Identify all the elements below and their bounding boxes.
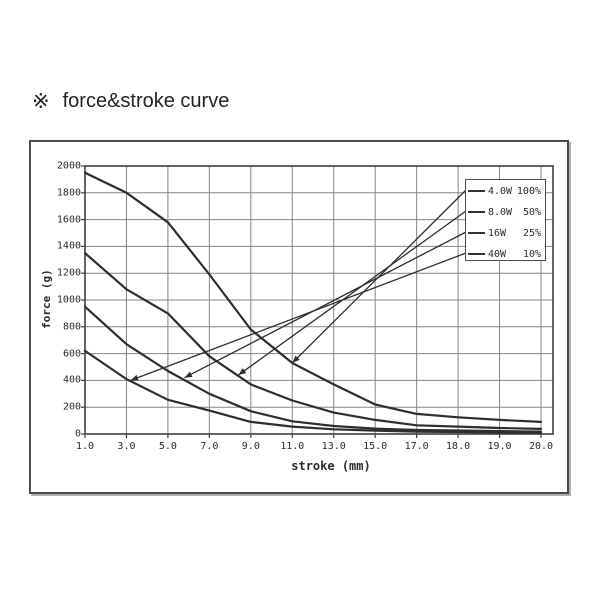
y-axis-tick-label: 600	[62, 348, 81, 360]
arrowhead-icon	[292, 355, 300, 363]
series-line	[83, 349, 543, 434]
series-line	[83, 305, 543, 433]
y-axis-title: force (g)	[40, 269, 53, 329]
x-axis-tick-label: 1.0	[75, 441, 95, 452]
y-axis-tick-label: 200	[62, 401, 81, 413]
legend-line-sample	[468, 232, 485, 234]
legend-line-sample	[468, 190, 485, 192]
y-axis-tick-label: 1200	[56, 267, 81, 279]
arrowhead-icon	[238, 368, 247, 376]
y-axis-tick-label: 1400	[56, 240, 81, 252]
page-title: ※ force&stroke curve	[32, 90, 229, 113]
legend-row: 40W 10%	[468, 246, 541, 262]
legend-pointer-line	[238, 210, 467, 376]
x-axis-tick-label: 3.0	[117, 441, 136, 452]
chart-panel: 1.0 3.0 5.0 7.0 9.0 11.0 13.0 15.0 17.0 18.0 19.0 2…	[29, 140, 569, 494]
series-line	[83, 171, 543, 423]
x-axis-tick-label: 20.0	[528, 441, 554, 452]
y-axis-tick-label: 800	[62, 321, 81, 333]
legend-label: 16W	[488, 227, 507, 239]
x-axis-tick-label: 18.0	[446, 441, 471, 452]
legend-percentage: 25%	[522, 227, 541, 239]
y-axis-tick-label: 400	[62, 374, 81, 386]
legend-row: 16W 25%	[468, 225, 541, 241]
y-axis-tick-label: 2000	[56, 160, 81, 172]
y-axis-tick-label: 1600	[56, 214, 81, 226]
x-axis-tick-label: 19.0	[487, 441, 512, 452]
x-axis-tick-label: 15.0	[363, 441, 388, 452]
arrowhead-icon	[184, 371, 193, 378]
legend-percentage: 100%	[516, 185, 541, 197]
legend-label: 40W	[488, 248, 507, 260]
force-stroke-chart	[81, 165, 554, 438]
legend-percentage: 10%	[522, 248, 541, 260]
arrowhead-icon	[130, 374, 139, 381]
x-axis-tick-label: 7.0	[200, 441, 219, 452]
x-axis-tick-label: 11.0	[280, 441, 305, 452]
x-axis-tick-label: 5.0	[158, 441, 177, 452]
legend-box: 4.0W 100% 8.0W 50% 16W 25% 40W 10%	[465, 179, 546, 261]
legend-label: 4.0W	[488, 185, 513, 197]
legend-line-sample	[468, 253, 485, 255]
y-axis-tick-label: 1800	[56, 187, 81, 199]
legend-label: 8.0W	[488, 206, 513, 218]
x-axis-tick-label: 9.0	[241, 441, 260, 452]
y-axis-tick-label: 0	[74, 428, 81, 440]
legend-pointer-line	[130, 252, 467, 382]
page-title-text: force&stroke curve	[62, 90, 230, 112]
legend-pointer-line	[184, 231, 467, 379]
legend-percentage: 50%	[522, 206, 541, 218]
legend-row: 8.0W 50%	[468, 204, 541, 220]
x-axis-tick-label: 13.0	[321, 441, 346, 452]
reference-mark-icon: ※	[32, 90, 50, 113]
legend-line-sample	[468, 211, 485, 213]
x-axis-tick-label: 17.0	[404, 441, 429, 452]
x-axis-title: stroke (mm)	[291, 459, 371, 473]
y-axis-tick-label: 1000	[56, 294, 81, 306]
legend-row: 4.0W 100%	[468, 183, 541, 199]
series-line	[83, 251, 543, 430]
